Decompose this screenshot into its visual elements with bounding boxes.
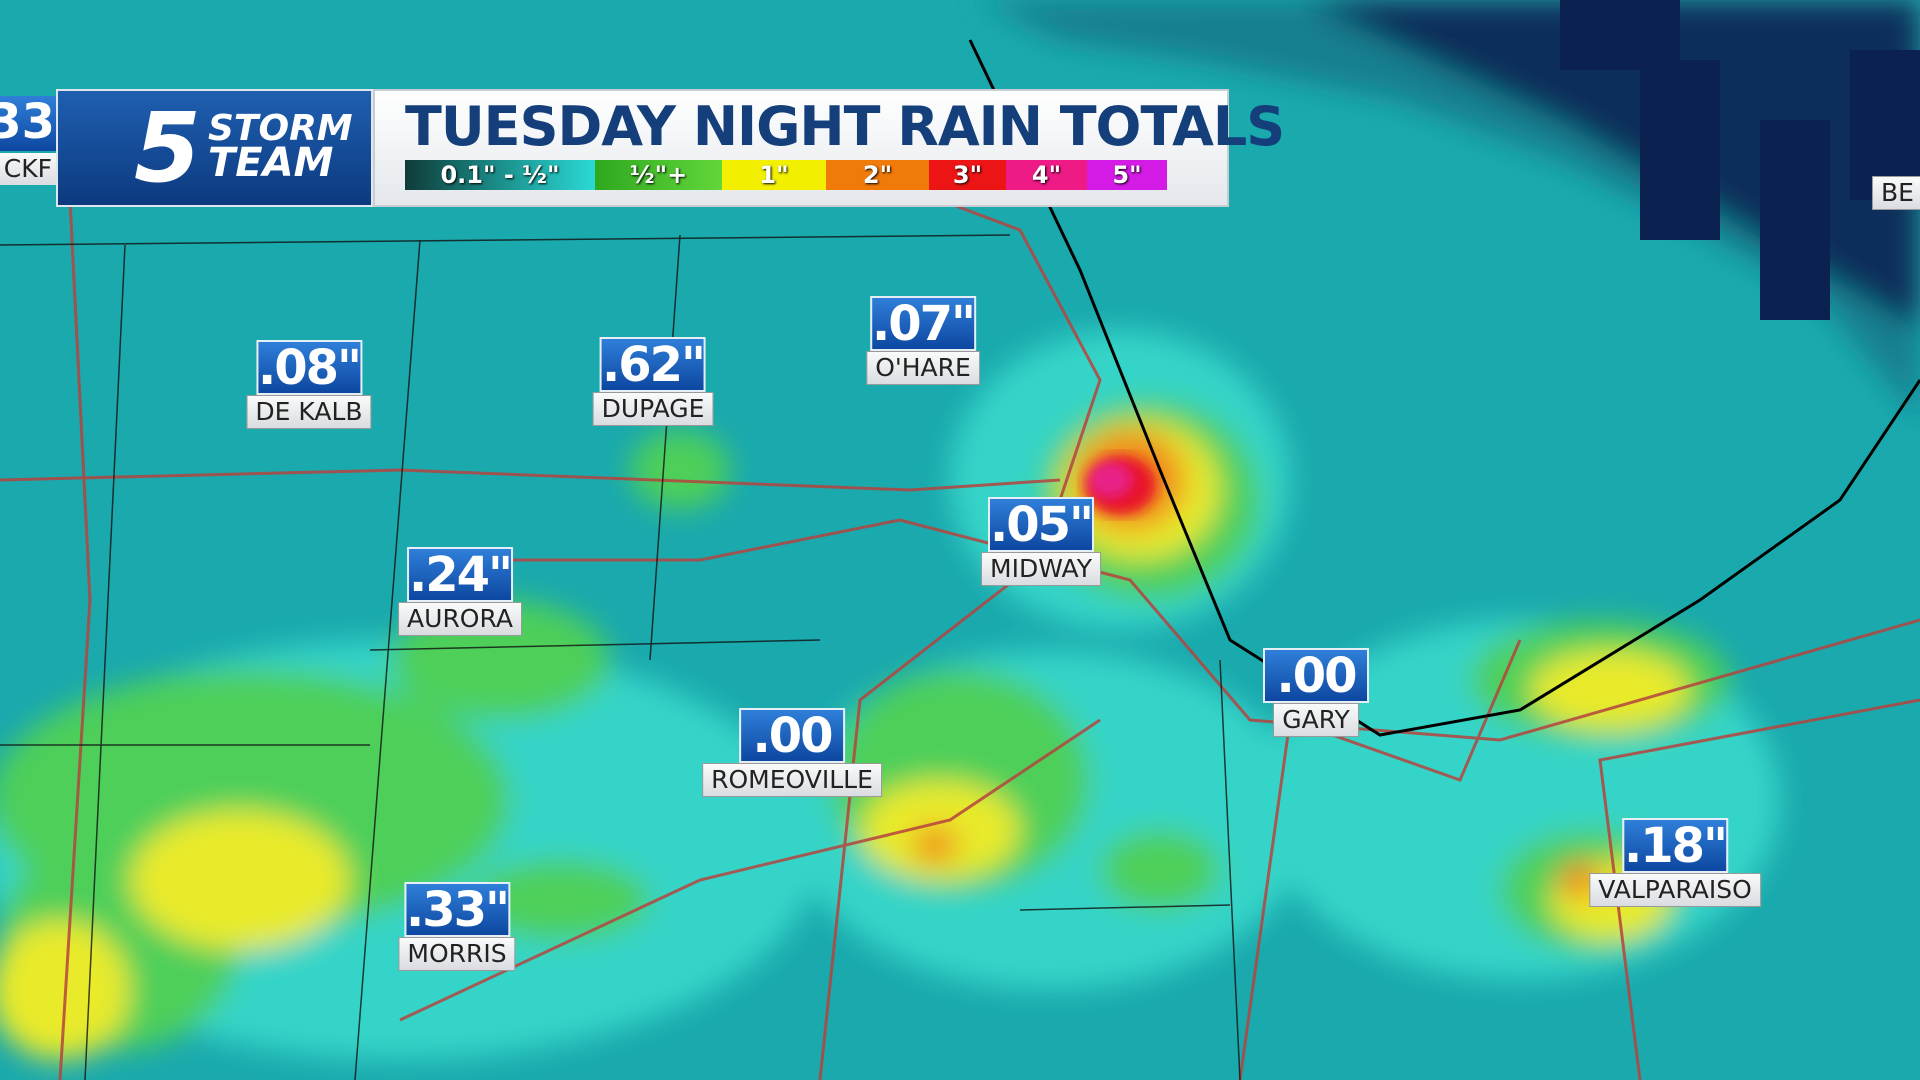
- title: TUESDAY NIGHT RAIN TOTALS: [405, 95, 1285, 158]
- rain-total: .18": [1622, 818, 1728, 874]
- station-label: .00 ROMEOVILLE: [702, 708, 882, 797]
- station-label: .33" MORRIS: [398, 882, 516, 971]
- edge-label-left: .33" CKF: [0, 96, 80, 185]
- station-label: .08" DE KALB: [246, 340, 372, 429]
- rain-total: .07": [870, 296, 976, 352]
- logo-line2: TEAM: [208, 140, 334, 186]
- county-lines: [0, 234, 1241, 1080]
- lake-deep: [1560, 0, 1920, 320]
- shoreline: [968, 39, 1920, 737]
- station-label: .62" DUPAGE: [592, 337, 714, 426]
- station-name: ROMEOVILLE: [702, 763, 882, 797]
- legend: 0.1" - ½" ½"+ 1" 2" 3" 4" 5": [405, 160, 1167, 190]
- station-name: AURORA: [398, 602, 522, 636]
- title-panel: TUESDAY NIGHT RAIN TOTALS 0.1" - ½" ½"+ 1"…: [373, 89, 1285, 207]
- rain-total: .05": [987, 497, 1094, 553]
- rain-core: [1084, 455, 1156, 515]
- legend-item: 1": [722, 160, 826, 190]
- station-name: MIDWAY: [981, 552, 1101, 586]
- rain-total: .24": [406, 547, 513, 603]
- station-logo: 5 STORM TEAM: [56, 89, 373, 207]
- legend-item: 0.1" - ½": [405, 160, 595, 190]
- rain-total: .00: [739, 708, 845, 763]
- legend-item: 5": [1087, 160, 1167, 190]
- logo-line1: STORM: [208, 108, 353, 149]
- station-label: .24" AURORA: [398, 547, 522, 636]
- legend-item: 4": [1006, 160, 1087, 190]
- edge-name: BE: [1872, 176, 1920, 210]
- edge-name: CKF: [0, 153, 56, 185]
- station-name: GARY: [1273, 703, 1359, 737]
- station-label: .07" O'HARE: [866, 296, 980, 385]
- legend-item: 2": [826, 160, 929, 190]
- station-label: .00 GARY: [1263, 648, 1369, 737]
- logo-number: 5: [134, 92, 201, 204]
- station-name: DE KALB: [246, 395, 372, 429]
- station-name: O'HARE: [866, 351, 980, 385]
- station-label: .05" MIDWAY: [981, 497, 1101, 586]
- station-name: VALPARAISO: [1589, 873, 1761, 907]
- rain-total: .00: [1263, 648, 1369, 703]
- rain-total: .62": [599, 337, 706, 393]
- station-name: DUPAGE: [592, 392, 714, 426]
- rain-total: .08": [255, 340, 362, 396]
- station-label: .18" VALPARAISO: [1589, 818, 1761, 907]
- station-name: MORRIS: [398, 937, 516, 971]
- rain-total: .33": [403, 882, 510, 938]
- edge-value: .33": [0, 96, 80, 151]
- roads: [0, 198, 1920, 1080]
- legend-item: 3": [929, 160, 1006, 190]
- legend-item: ½"+: [595, 160, 722, 190]
